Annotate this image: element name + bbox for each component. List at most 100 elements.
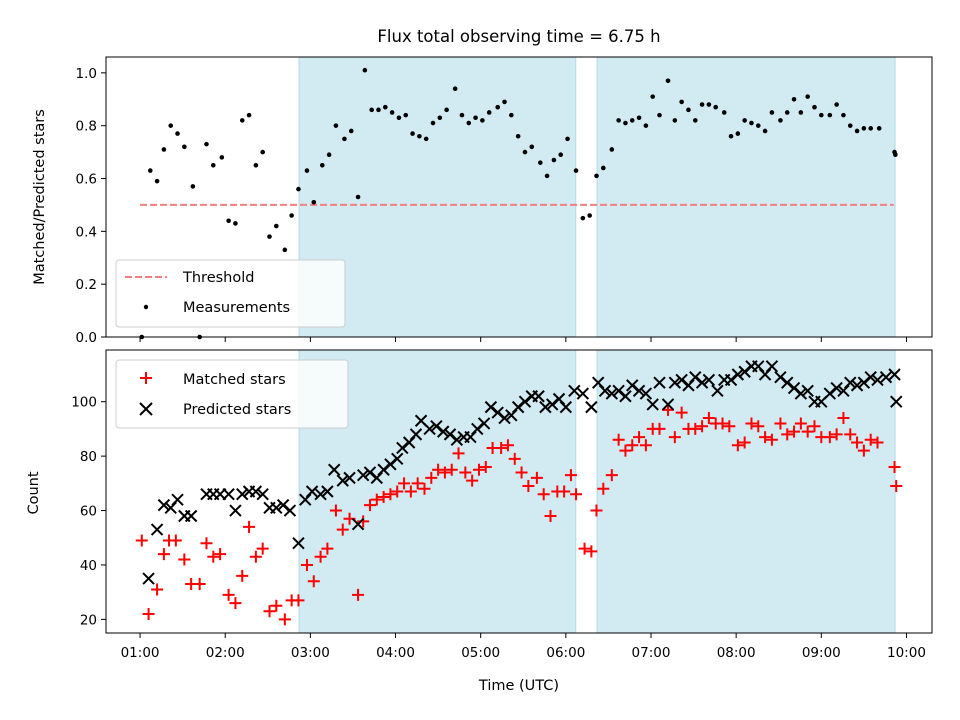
matched-stars-point [890,480,903,493]
matched-stars-point [398,477,411,490]
predicted-stars-point [619,390,632,403]
measurements-point [355,194,361,200]
measurements-point [623,120,628,126]
shaded-interval [596,56,896,338]
predicted-stars-point [646,398,659,411]
matched-stars-point [432,463,445,476]
measurements-point [762,128,768,134]
matched-stars-point [459,466,472,479]
matched-stars-point [329,504,342,517]
matched-stars-point [633,431,646,444]
measurements-point [861,126,867,131]
x-tick-label: 02:00 [206,645,245,661]
measurements-point [665,78,671,84]
measurements-point [410,131,415,136]
matched-stars-point [612,433,625,446]
matched-stars-point [871,436,884,449]
legend-matched-swatch [140,372,152,384]
measurements-point [679,99,684,105]
matched-stars-point [731,439,744,452]
measurements-point [629,118,635,123]
matched-stars-point [808,420,821,433]
predicted-stars-point [830,381,843,395]
predicted-stars-point [292,536,305,550]
measurements-point [594,173,599,179]
predicted-stars-point [576,387,590,400]
matched-stars-point [169,534,182,547]
predicted-stars-point [711,384,724,398]
measurements-point [417,133,422,139]
predicted-stars-point [844,376,857,389]
measurements-point [573,168,579,173]
y-tick-label: 60 [80,504,97,520]
predicted-stars-point [568,384,581,398]
measurements-point [204,141,209,147]
top-legend: Threshold Measurements [115,259,346,328]
bottom-legend-box [115,359,349,429]
x-tick-label: 05:00 [461,645,500,661]
measurements-point [383,104,388,110]
matched-stars-point [357,515,370,528]
measurements-point [509,112,514,118]
measurements-point [282,247,288,253]
predicted-stars-point [888,368,901,381]
measurements-point [706,102,712,107]
predicted-stars-point [585,400,598,414]
x-tick-label: 08:00 [717,645,756,661]
measurements-point [672,118,678,123]
measurements-point [636,115,642,121]
measurements-point [735,131,741,136]
predicted-stars-point [270,501,283,515]
measurements-point [444,107,449,113]
matched-stars-point [696,420,709,433]
x-tick-label: 07:00 [632,645,671,661]
matched-stars-point [774,417,787,430]
measurements-point [502,99,507,105]
matched-stars-point [501,439,514,452]
matched-stars-point [200,537,213,550]
matched-stars-point [689,422,702,435]
measurements-point [876,126,882,131]
matched-stars-point [675,406,688,419]
matched-stars-point [229,597,242,610]
measurements-point [544,173,550,179]
measurements-point [791,96,797,102]
measurements-point [319,163,325,168]
measurements-point [650,94,655,99]
matched-stars-point [256,542,269,555]
matched-stars-point [270,599,283,612]
predicted-stars-point [157,498,171,512]
measurements-point [260,149,265,155]
measurements-point [812,104,817,110]
matched-stars-point [781,428,794,441]
matched-stars-point [508,452,521,465]
measurements-point [369,107,374,113]
matched-stars-point [662,403,675,416]
measurements-point [609,147,615,152]
matched-stars-point [472,463,485,476]
matched-stars-point [830,428,843,441]
measurements-point [565,136,570,142]
x-tick-label: 09:00 [802,645,841,661]
predicted-stars-point [171,493,184,506]
matched-stars-point [370,493,383,506]
matched-stars-point [178,553,191,566]
matched-stars-point [653,422,666,435]
predicted-stars-point [336,474,349,487]
matched-stars-point [564,469,577,482]
matched-stars-point [864,433,877,446]
matched-stars-point [745,417,758,430]
matched-stars-point [222,588,235,601]
x-tick-label: 01:00 [121,645,160,661]
predicted-stars-point [653,376,666,389]
matched-stars-point [207,550,220,563]
matched-stars-point [794,417,807,430]
matched-stars-point [404,485,417,498]
measurements-point [396,115,402,121]
matched-stars-point [752,420,765,433]
predicted-stars-point [661,398,675,411]
measurements-point [423,136,429,142]
measurements-point [728,133,734,139]
chart-title: Flux total observing time = 6.75 h [377,27,660,46]
predicted-stars-point [539,400,552,414]
